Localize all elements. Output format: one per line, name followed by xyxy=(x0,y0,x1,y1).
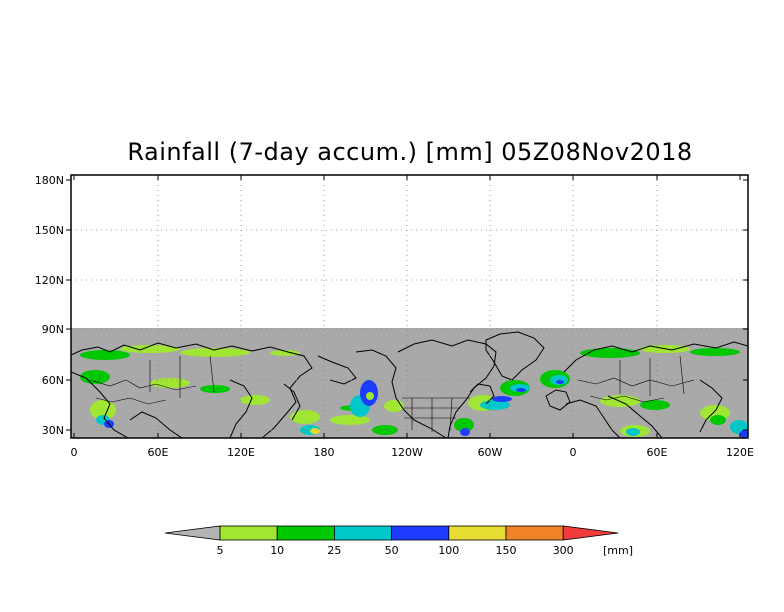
map-title: Rainfall (7-day accum.) [mm] 05Z08Nov201… xyxy=(127,138,693,166)
rain-patch xyxy=(330,415,370,425)
x-tick-label: 120W xyxy=(391,446,423,459)
colorbar-segment xyxy=(276,525,335,541)
rain-patch xyxy=(454,418,474,432)
y-tick-label: 90N xyxy=(42,323,64,336)
rain-patch xyxy=(180,348,250,357)
colorbar-segment xyxy=(391,525,450,541)
x-tick-label: 120E xyxy=(227,446,255,459)
x-tick-label: 60E xyxy=(148,446,169,459)
rain-patch xyxy=(740,430,748,438)
x-tick-label: 0 xyxy=(570,446,577,459)
rain-patch xyxy=(120,345,180,353)
x-tick-label: 0 xyxy=(71,446,78,459)
colorbar-under-triangle xyxy=(164,525,221,541)
rain-patch xyxy=(366,392,374,400)
colorbar-label: 5 xyxy=(217,544,224,557)
y-tick-label: 60N xyxy=(42,374,64,387)
rain-patch xyxy=(372,425,398,435)
country-borders xyxy=(89,355,695,432)
rain-patch xyxy=(556,380,564,384)
colorbar-segment xyxy=(219,525,278,541)
colorbar-label: 25 xyxy=(327,544,341,557)
rain-patch xyxy=(240,395,270,405)
coastlines xyxy=(71,331,748,438)
colorbar-unit: [mm] xyxy=(603,544,633,557)
rain-patch xyxy=(270,350,300,356)
rain-patch xyxy=(492,396,512,402)
colorbar-label: 50 xyxy=(385,544,399,557)
rain-patch xyxy=(460,428,470,436)
rain-patch xyxy=(290,410,320,424)
colorbar-segment xyxy=(333,525,392,541)
colorbar-segment xyxy=(505,525,564,541)
x-axis-ticks: 0 60E 120E 180 120W 60W 0 60E 120E xyxy=(71,175,754,459)
rain-patch xyxy=(80,350,130,360)
rain-patch xyxy=(580,348,640,358)
y-tick-label: 30N xyxy=(42,424,64,437)
x-tick-label: 180 xyxy=(314,446,335,459)
colorbar-label: 10 xyxy=(270,544,284,557)
rain-patch xyxy=(640,400,670,410)
colorbar: 5 10 25 50 100 150 300 [mm] xyxy=(164,525,633,557)
x-tick-label: 120E xyxy=(726,446,754,459)
rain-patch xyxy=(690,348,740,356)
colorbar-label: 300 xyxy=(553,544,574,557)
rain-patch xyxy=(310,428,320,434)
x-tick-label: 60E xyxy=(647,446,668,459)
rain-patch xyxy=(516,388,526,392)
y-axis-ticks: 180N 150N 120N 90N 60N 30N xyxy=(35,174,748,437)
rain-patch xyxy=(710,415,726,425)
rain-patch xyxy=(200,385,230,393)
x-tick-label: 60W xyxy=(478,446,503,459)
rain-patch xyxy=(626,428,640,436)
rain-patches xyxy=(80,345,748,438)
y-tick-label: 180N xyxy=(35,174,64,187)
y-tick-label: 150N xyxy=(35,224,64,237)
colorbar-label: 150 xyxy=(496,544,517,557)
colorbar-over-triangle xyxy=(562,525,619,541)
colorbar-segment xyxy=(448,525,507,541)
rain-patch xyxy=(80,370,110,384)
rain-patch xyxy=(150,378,190,388)
y-tick-label: 120N xyxy=(35,274,64,287)
colorbar-label: 100 xyxy=(438,544,459,557)
map-frame xyxy=(70,174,749,439)
